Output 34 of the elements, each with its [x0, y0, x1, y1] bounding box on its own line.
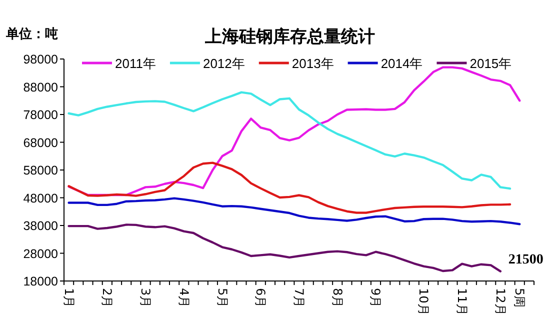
x-tick-label: 7月 — [292, 288, 306, 308]
data-label: 21500 — [508, 252, 544, 268]
line-series — [68, 162, 512, 214]
legend-label: 2013年 — [292, 56, 334, 71]
legend-label: 2011年 — [115, 56, 156, 71]
y-tick-label: 78000 — [23, 108, 58, 122]
y-tick-label: 38000 — [23, 219, 58, 233]
x-tick-label: 5月 — [215, 288, 230, 308]
chart-title: 上海硅钢库存总量统计 — [204, 27, 375, 47]
y-tick-label: 28000 — [23, 246, 58, 261]
x-tick-label: 5周 — [512, 288, 527, 308]
x-tick-label: 3月 — [138, 288, 153, 308]
legend-label: 2012年 — [202, 56, 245, 71]
x-tick-label: 6月 — [254, 288, 268, 308]
x-tick-label: 12月 — [493, 288, 508, 316]
x-tick-label: 9月 — [368, 288, 383, 308]
x-tick-label: 11月 — [455, 288, 470, 316]
x-tick-label: 8月 — [330, 288, 344, 308]
line-series — [68, 197, 521, 226]
y-tick-label: 88000 — [23, 80, 58, 94]
x-tick-label: 10月 — [416, 288, 431, 316]
x-tick-label: 1月 — [62, 288, 76, 308]
x-tick-label: 4月 — [176, 288, 191, 308]
line-series — [68, 224, 502, 272]
legend-label: 2015年 — [470, 56, 512, 71]
y-tick-label: 18000 — [23, 274, 58, 288]
y-tick-label: 68000 — [23, 136, 58, 150]
y-tick-label: 98000 — [23, 52, 58, 66]
y-tick-label: 48000 — [23, 191, 58, 206]
legend-label: 2014年 — [380, 56, 423, 71]
x-tick-label: 2月 — [100, 288, 114, 308]
y-tick-label: 58000 — [23, 164, 58, 178]
y-axis-title: 单位：吨 — [5, 26, 58, 42]
line-series — [68, 91, 512, 190]
